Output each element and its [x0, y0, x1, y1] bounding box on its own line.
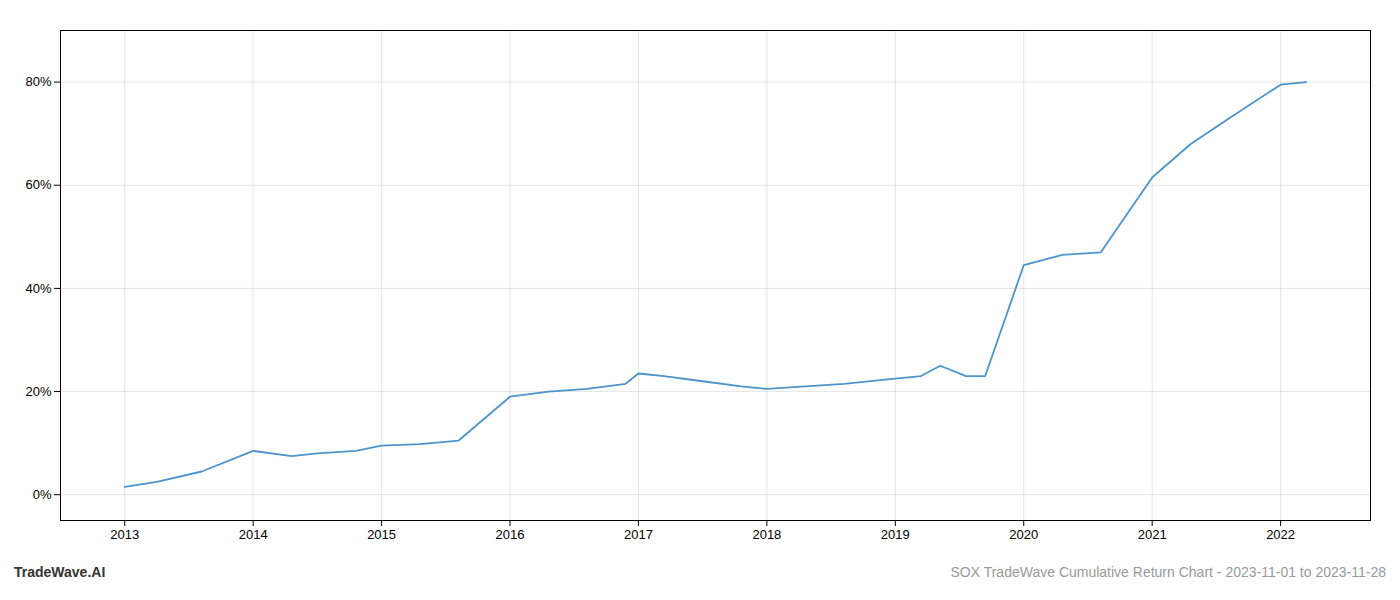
svg-text:2019: 2019: [881, 527, 910, 542]
svg-text:2018: 2018: [752, 527, 781, 542]
svg-text:0%: 0%: [33, 487, 52, 502]
svg-text:2015: 2015: [367, 527, 396, 542]
svg-text:60%: 60%: [25, 177, 51, 192]
svg-text:40%: 40%: [25, 281, 51, 296]
svg-text:2022: 2022: [1266, 527, 1295, 542]
svg-text:2016: 2016: [496, 527, 525, 542]
svg-text:2021: 2021: [1138, 527, 1167, 542]
svg-text:80%: 80%: [25, 74, 51, 89]
svg-text:2017: 2017: [624, 527, 653, 542]
svg-text:2020: 2020: [1009, 527, 1038, 542]
html-text:SOX TradeWave Cumulative Retur: SOX TradeWave Cumulative Return Chart - …: [950, 564, 1386, 580]
html-text:TradeWave.AI: TradeWave.AI: [14, 564, 106, 580]
svg-text:2014: 2014: [239, 527, 268, 542]
svg-text:2013: 2013: [110, 527, 139, 542]
svg-text:20%: 20%: [25, 384, 51, 399]
